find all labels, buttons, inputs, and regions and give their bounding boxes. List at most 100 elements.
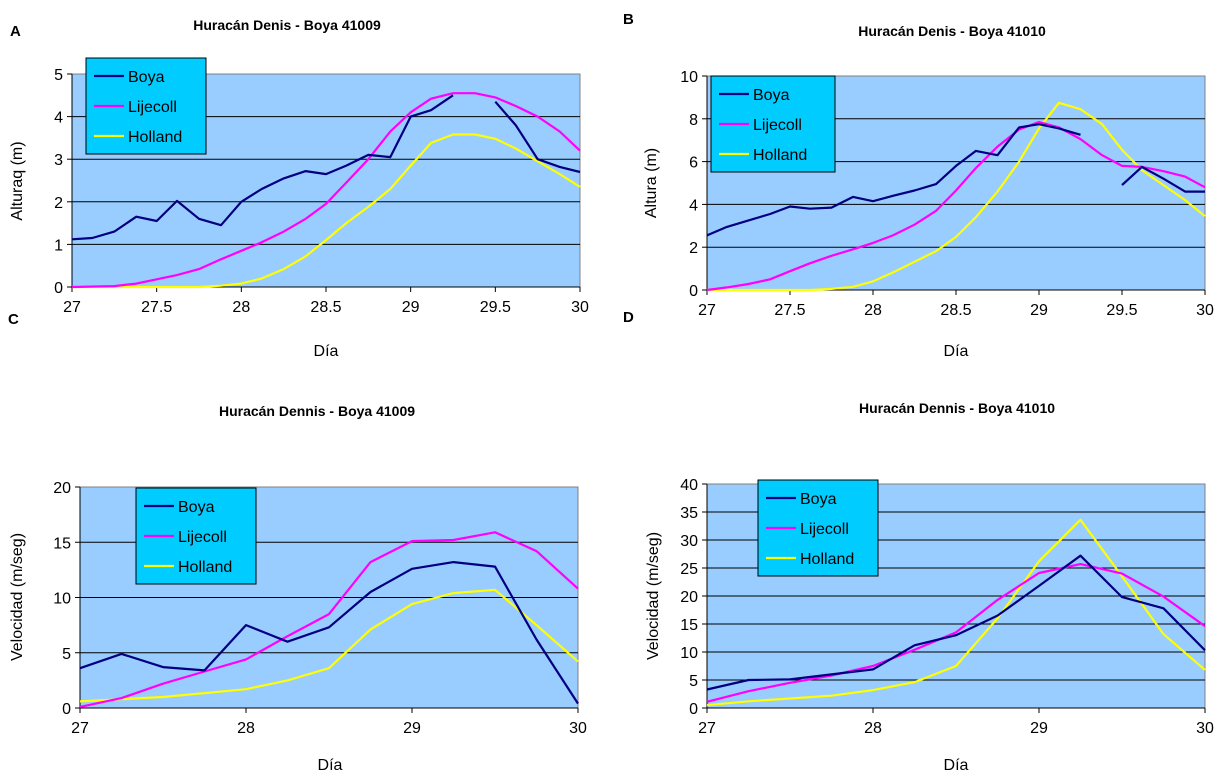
- panel-letter: B: [623, 11, 634, 28]
- series-line-lijecoll: [71, 92, 581, 289]
- x-axis-label: Día: [318, 757, 343, 774]
- x-tick-label: 27: [71, 720, 89, 737]
- series-line-boya: [71, 94, 454, 241]
- series-line-lijecoll: [706, 120, 1206, 292]
- y-axis-label: Velocidad (m/seg): [645, 532, 662, 660]
- y-tick-label: 40: [680, 477, 698, 494]
- series-line-boya: [494, 100, 581, 174]
- legend-box: [85, 57, 207, 155]
- y-axis-label: Alturaq (m): [9, 141, 26, 220]
- legend: Boya Lijecoll Holland: [135, 487, 257, 585]
- y-tick-label: 6: [689, 155, 698, 172]
- x-tick-label: 28.5: [310, 299, 341, 316]
- series-line-holland: [706, 518, 1206, 707]
- y-tick-label: 2: [689, 240, 698, 257]
- y-tick-label: 4: [689, 197, 698, 214]
- legend-label-lijecoll: Lijecoll: [753, 117, 802, 134]
- series-line-lijecoll: [79, 531, 579, 708]
- x-tick-label: 27: [698, 720, 716, 737]
- legend-label-holland: Holland: [800, 551, 854, 568]
- y-tick-label: 8: [689, 112, 698, 129]
- chart-title: Huracán Denis - Boya 41009: [193, 17, 381, 33]
- series-line-holland: [707, 101, 1206, 292]
- y-tick-label: 5: [689, 673, 698, 690]
- y-tick-label: 10: [680, 69, 698, 86]
- y-tick-label: 1: [54, 237, 63, 254]
- x-tick-label: 27: [698, 302, 716, 319]
- y-tick-label: 0: [54, 280, 63, 297]
- x-tick-label: 30: [1196, 302, 1214, 319]
- legend: Boya Lijecoll Holland: [757, 479, 879, 577]
- y-tick-label: 15: [680, 617, 698, 634]
- legend-label-holland: Holland: [128, 129, 182, 146]
- legend-label-holland: Holland: [178, 559, 232, 576]
- legend-label-boya: Boya: [178, 499, 215, 516]
- panel-letter: D: [623, 309, 634, 326]
- x-tick-label: 30: [571, 299, 589, 316]
- y-tick-label: 35: [680, 505, 698, 522]
- legend-label-lijecoll: Lijecoll: [178, 529, 227, 546]
- x-tick-label: 28: [864, 302, 882, 319]
- x-axis-label: Día: [314, 343, 339, 360]
- legend-label-boya: Boya: [753, 87, 790, 104]
- y-tick-label: 0: [689, 283, 698, 300]
- x-tick-label: 27.5: [141, 299, 172, 316]
- chart-panel-a: A Huracán Denis - Boya 41009 0 1 2 3 4 5 27 27.5 2…: [9, 17, 589, 360]
- series-line-boya: [706, 554, 1206, 691]
- x-tick-label: 30: [1196, 720, 1214, 737]
- chart-panel-b: B Huracán Denis - Boya 41010 0 2 4 6 8 10 27 27.5…: [623, 11, 1214, 360]
- y-tick-label: 5: [62, 646, 71, 663]
- chart-title: Huracán Dennis - Boya 41010: [859, 400, 1055, 416]
- y-tick-label: 10: [53, 591, 71, 608]
- y-tick-label: 3: [54, 152, 63, 169]
- x-tick-label: 29.5: [480, 299, 511, 316]
- x-tick-label: 29: [1030, 720, 1048, 737]
- legend: Boya Lijecoll Holland: [710, 75, 836, 173]
- x-tick-label: 29: [402, 299, 420, 316]
- legend: Boya Lijecoll Holland: [85, 57, 207, 155]
- y-tick-label: 0: [689, 701, 698, 718]
- x-tick-label: 29: [1030, 302, 1048, 319]
- x-tick-label: 27.5: [774, 302, 805, 319]
- legend-label-boya: Boya: [128, 69, 165, 86]
- series-line-boya: [706, 123, 1081, 237]
- x-tick-label: 29: [403, 720, 421, 737]
- x-tick-label: 28: [237, 720, 255, 737]
- series-line-holland: [79, 588, 579, 703]
- series-line-lijecoll: [706, 562, 1206, 703]
- x-tick-label: 29.5: [1106, 302, 1137, 319]
- y-axis-label: Altura (m): [643, 148, 660, 218]
- y-tick-label: 30: [680, 533, 698, 550]
- y-tick-label: 0: [62, 701, 71, 718]
- y-tick-label: 25: [680, 561, 698, 578]
- series-line-holland: [72, 133, 581, 289]
- y-tick-label: 20: [680, 589, 698, 606]
- y-tick-label: 2: [54, 195, 63, 212]
- x-tick-label: 30: [569, 720, 587, 737]
- panel-letter: C: [8, 311, 19, 328]
- chart-title: Huracán Denis - Boya 41010: [858, 23, 1046, 39]
- y-axis-label: Velocidad (m/seg): [9, 533, 26, 661]
- chart-panel-d: D Huracán Dennis - Boya 41010 0 5 10 15 20 25 30…: [623, 309, 1214, 774]
- x-tick-label: 28.5: [940, 302, 971, 319]
- x-tick-label: 27: [63, 299, 81, 316]
- y-tick-label: 5: [54, 67, 63, 84]
- y-tick-label: 20: [53, 480, 71, 497]
- x-axis-label: Día: [944, 757, 969, 774]
- legend-label-lijecoll: Lijecoll: [128, 99, 177, 116]
- x-tick-label: 28: [232, 299, 250, 316]
- chart-panel-c: C Huracán Dennis - Boya 41009 0 5 10 15 20 27 28…: [8, 311, 587, 774]
- series-line-boya: [79, 560, 579, 705]
- series-line-boya: [1121, 165, 1205, 193]
- legend-label-lijecoll: Lijecoll: [800, 521, 849, 538]
- legend-label-boya: Boya: [800, 491, 837, 508]
- y-tick-label: 15: [53, 535, 71, 552]
- chart-title: Huracán Dennis - Boya 41009: [219, 403, 415, 419]
- x-axis-label: Día: [944, 343, 969, 360]
- x-tick-label: 28: [864, 720, 882, 737]
- legend-label-holland: Holland: [753, 147, 807, 164]
- y-tick-label: 4: [54, 110, 63, 127]
- panel-letter: A: [10, 23, 21, 40]
- y-tick-label: 10: [680, 645, 698, 662]
